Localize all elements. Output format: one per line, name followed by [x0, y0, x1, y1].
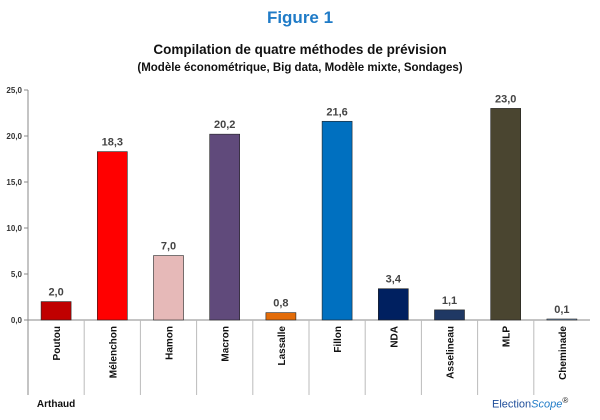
y-tick-label: 0,0 — [11, 316, 23, 325]
category-label: Mélenchon — [108, 326, 119, 378]
y-tick-label: 5,0 — [11, 270, 23, 279]
bar-hamon — [153, 255, 184, 321]
bar-asselineau — [434, 309, 465, 321]
bar-lassalle — [265, 312, 297, 321]
bar-mlp — [490, 108, 522, 321]
category-label-arthaud: Arthaud — [37, 399, 75, 410]
bar-poutou — [40, 301, 72, 321]
data-label: 3,4 — [386, 274, 402, 286]
category-label: Cheminade — [558, 326, 569, 380]
y-tick-label: 20,0 — [6, 132, 22, 141]
chart-title: Compilation de quatre méthodes de prévis… — [153, 42, 447, 57]
category-label: NDA — [389, 326, 400, 348]
category-label: Macron — [221, 326, 232, 362]
category-label: Fillon — [333, 326, 344, 353]
data-label: 1,1 — [442, 295, 457, 307]
electionscope-watermark: ElectionScope® — [492, 396, 569, 411]
data-label: 18,3 — [102, 137, 123, 149]
data-label: 21,6 — [326, 106, 347, 118]
y-tick-label: 15,0 — [6, 178, 22, 187]
bar-cheminade — [546, 318, 578, 321]
y-tick-label: 10,0 — [6, 224, 22, 233]
bar-nda — [377, 288, 409, 321]
bar-macron — [209, 133, 240, 321]
data-label: 20,2 — [214, 119, 235, 131]
chart-subtitle: (Modèle économétrique, Big data, Modèle … — [137, 62, 463, 74]
bar-fillon — [321, 120, 353, 321]
data-label: 0,8 — [273, 298, 288, 310]
y-tick-label: 25,0 — [6, 86, 22, 95]
category-label: Poutou — [52, 326, 63, 360]
category-label: Lassalle — [277, 326, 288, 366]
data-label: 23,0 — [495, 93, 516, 105]
data-label: 7,0 — [161, 241, 176, 253]
category-label: Asselineau — [446, 326, 457, 379]
bar-mélenchon — [97, 151, 128, 321]
data-label: 2,0 — [48, 287, 63, 299]
figure-label: Figure 1 — [266, 8, 334, 27]
data-label: 0,1 — [554, 304, 569, 316]
category-label: Hamon — [165, 326, 176, 360]
category-label: MLP — [502, 326, 513, 347]
